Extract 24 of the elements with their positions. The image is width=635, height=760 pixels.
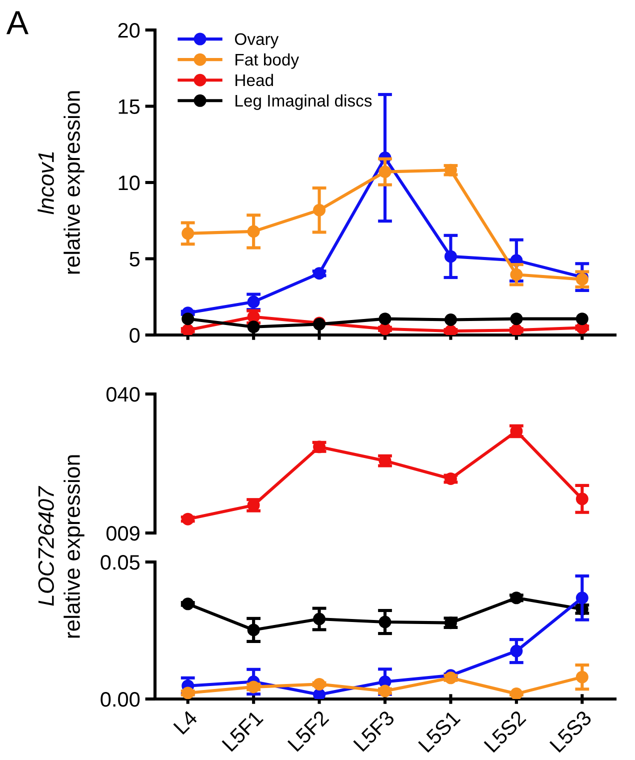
point — [313, 688, 326, 699]
y-tick-label: 0.00 — [100, 692, 140, 707]
y-tick-label: 5 — [130, 252, 140, 267]
y-axis-title: lncov1 relative expression — [38, 91, 84, 274]
y-tick-label: 040 — [106, 387, 140, 402]
y-tick-label: 20 — [118, 23, 140, 38]
y-tick-label: 15 — [118, 99, 140, 114]
legend-label: Leg Imaginal discs — [236, 94, 372, 110]
point — [182, 312, 194, 326]
y-tick-label: 0 — [130, 328, 140, 343]
y-tick-label: 10 — [118, 176, 140, 190]
point — [247, 320, 260, 334]
point — [576, 312, 588, 326]
point — [444, 314, 457, 326]
legend-label: Ovary — [234, 33, 279, 48]
point — [510, 312, 523, 326]
point — [378, 312, 392, 326]
y-axis-title: LOC726407 relative expression — [38, 455, 84, 638]
chart-title: A — [6, 11, 29, 34]
y-tick-label: 009 — [106, 526, 140, 541]
legend-label: Fat body — [236, 53, 300, 69]
legend-label: Head — [236, 74, 273, 86]
y-tick-label: 0.05 — [100, 555, 140, 570]
x-tick-label: L4 — [173, 710, 198, 735]
